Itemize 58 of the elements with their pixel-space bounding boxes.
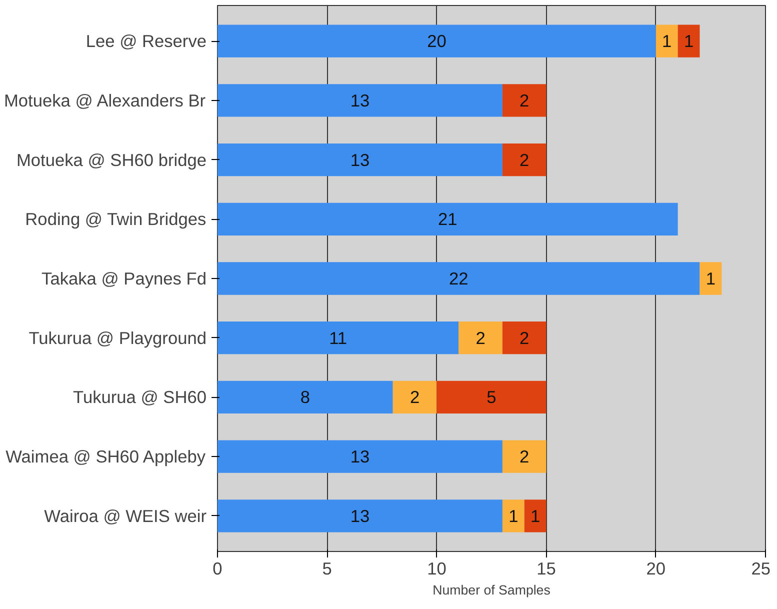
y-tick-label: Takaka @ Paynes Fd [42,268,207,288]
bar [218,24,656,58]
data-label: 1 [530,506,540,526]
data-label: 20 [427,31,446,52]
bar [502,322,546,354]
bar [524,500,546,532]
data-label: 2 [476,328,486,348]
data-label: 2 [520,90,530,110]
data-label: 13 [350,446,370,467]
data-label: 21 [438,209,458,230]
data-label: 5 [486,387,496,408]
data-label: 1 [706,268,716,288]
x-tick-label: 0 [212,558,222,578]
bar [656,24,678,58]
y-tick-label: Motueka @ Alexanders Br [4,90,206,110]
y-tick-label: Lee @ Reserve [86,31,206,52]
bar [218,84,502,117]
bar [218,380,393,414]
data-label: 2 [520,446,530,467]
y-tick-label: Tukurua @ SH60 [73,387,207,408]
data-label: 1 [684,31,694,52]
bar [502,84,546,117]
bar [218,202,678,236]
data-label: 11 [329,328,348,348]
bar [218,262,700,295]
bar [436,380,546,414]
bar [502,143,546,176]
bar [218,500,502,532]
data-label: 1 [662,31,672,52]
data-label: 13 [350,506,370,526]
y-tick-label: Tukurua @ Playground [28,328,207,348]
bar [700,262,722,295]
x-tick-label: 20 [646,558,666,578]
bar [502,440,546,473]
x-tick-label: 10 [427,558,446,578]
bar [502,500,524,532]
bar [218,440,502,473]
x-axis-title: Number of Samples [432,582,551,598]
y-tick-label: Motueka @ SH60 bridge [16,150,207,170]
bar [218,143,502,176]
y-tick-label: Wairoa @ WEIS weir [44,506,207,526]
data-label: 2 [520,150,530,170]
data-label: 13 [350,90,370,110]
data-label: 22 [448,268,468,288]
data-label: 13 [350,150,370,170]
y-tick-label: Roding @ Twin Bridges [25,209,207,230]
data-label: 8 [300,387,310,408]
bar [392,380,437,414]
bar [458,322,502,354]
bar [678,24,700,58]
x-tick-label: 5 [322,558,332,578]
bar [218,322,459,354]
y-tick-label: Waimea @ SH60 Appleby [6,446,206,467]
data-label: 1 [508,506,518,526]
x-tick-label: 25 [751,558,771,578]
data-label: 2 [410,387,420,408]
data-label: 2 [520,328,530,348]
x-tick-label: 15 [536,558,556,578]
